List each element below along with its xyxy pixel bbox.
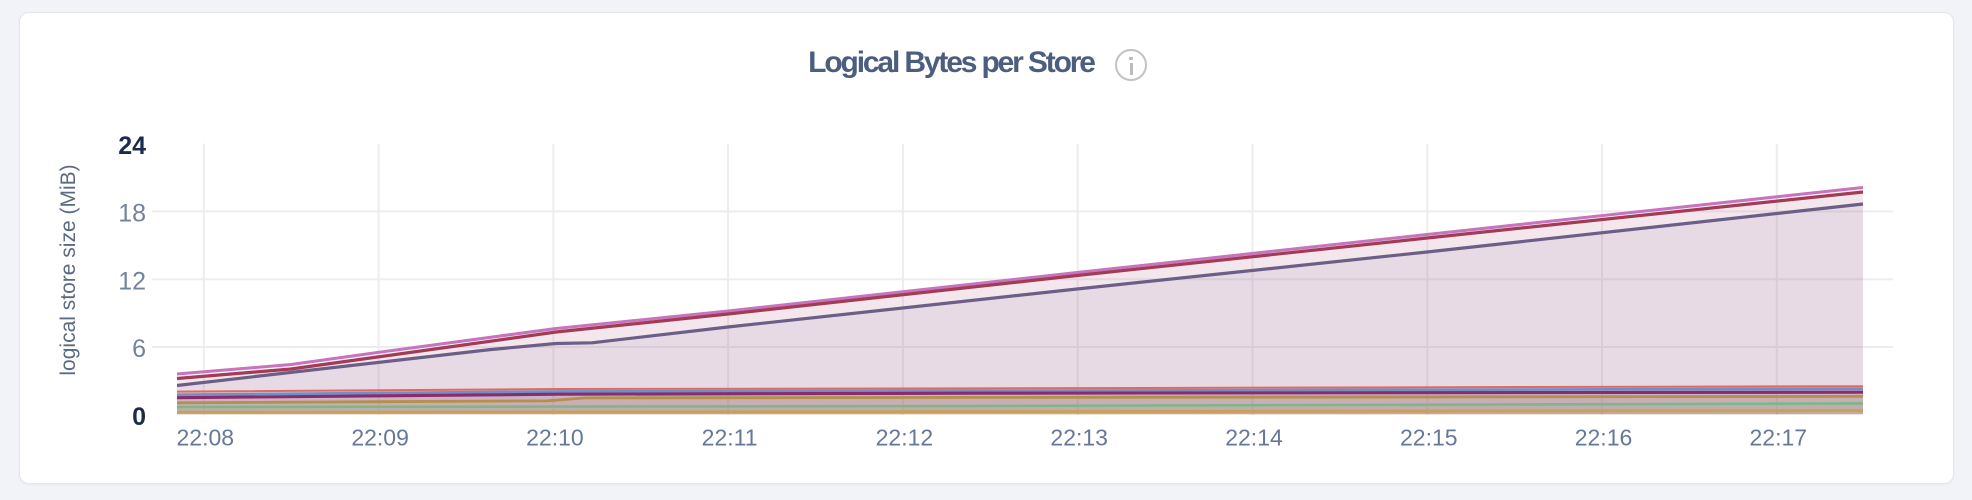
svg-text:logical store size (MiB): logical store size (MiB) bbox=[57, 164, 80, 375]
svg-text:22:14: 22:14 bbox=[1225, 424, 1283, 450]
svg-text:12: 12 bbox=[118, 267, 146, 295]
svg-text:24: 24 bbox=[118, 132, 146, 160]
svg-text:22:17: 22:17 bbox=[1750, 424, 1808, 450]
svg-text:22:12: 22:12 bbox=[876, 424, 934, 450]
svg-text:6: 6 bbox=[132, 335, 146, 363]
svg-text:22:15: 22:15 bbox=[1400, 424, 1458, 450]
svg-text:22:16: 22:16 bbox=[1575, 424, 1633, 450]
svg-text:22:08: 22:08 bbox=[177, 424, 235, 450]
svg-text:0: 0 bbox=[132, 403, 146, 431]
svg-text:22:13: 22:13 bbox=[1050, 424, 1108, 450]
svg-text:22:10: 22:10 bbox=[526, 424, 584, 450]
svg-text:22:11: 22:11 bbox=[702, 424, 758, 450]
svg-text:18: 18 bbox=[118, 200, 146, 228]
svg-text:22:09: 22:09 bbox=[351, 424, 409, 450]
